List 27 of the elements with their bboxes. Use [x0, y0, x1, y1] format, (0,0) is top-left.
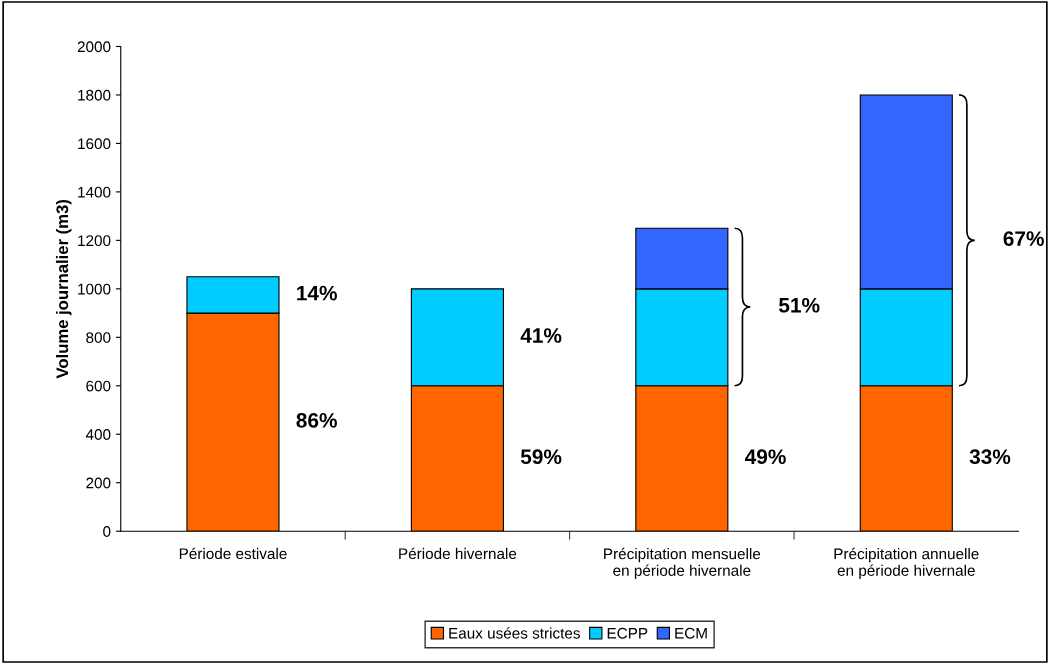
y-axis-title: Volume journalier (m3) [55, 199, 72, 379]
legend-label: ECM [675, 627, 707, 639]
y-tick-label: 1800 [78, 89, 111, 101]
x-tick-label: Précipitation mensuelle en période hivernale [604, 547, 761, 579]
annotation: 59% [520, 449, 562, 465]
x-tick-label: Période estivale [179, 547, 287, 560]
y-tick-label: 600 [86, 380, 111, 392]
y-tick-label: 1000 [78, 283, 111, 295]
y-tick-label: 800 [86, 332, 111, 343]
annotation: 86% [296, 412, 337, 428]
legend-label: ECPP [607, 627, 648, 639]
annotation: 49% [745, 449, 786, 465]
x-tick-label: Précipitation annuelle en période hivernale [834, 547, 979, 579]
legend-label: Eaux usées strictes [449, 627, 580, 639]
y-tick-label: 1400 [78, 186, 111, 198]
y-tick-label: 0 [103, 526, 111, 537]
y-tick-label: 200 [86, 477, 111, 489]
annotation: 41% [520, 328, 562, 343]
y-tick-label: 400 [85, 429, 111, 440]
x-tick-label: Période hivernale [399, 547, 517, 560]
annotation: 33% [969, 449, 1011, 465]
y-tick-label: 1600 [78, 138, 111, 150]
y-tick-label: 2000 [77, 41, 111, 53]
annotation: 51% [778, 297, 820, 313]
y-tick-label: 1200 [78, 235, 111, 247]
annotation: 67% [1003, 231, 1044, 246]
annotation: 14% [297, 285, 337, 301]
